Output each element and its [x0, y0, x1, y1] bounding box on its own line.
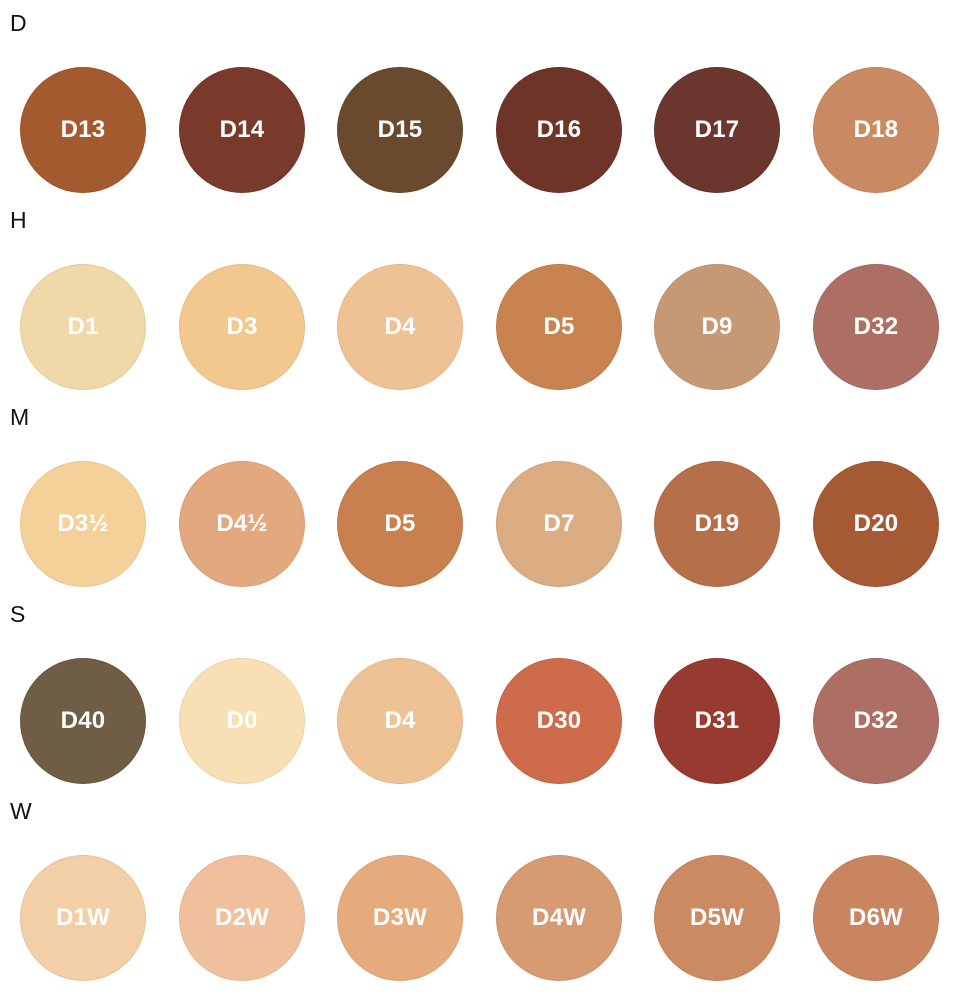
- shade-swatch: D5W: [654, 855, 780, 981]
- shade-code-label: D4: [384, 313, 416, 340]
- shade-code-label: D9: [701, 313, 733, 340]
- shade-swatch: D40: [20, 658, 146, 784]
- shade-code-label: D3W: [373, 904, 427, 931]
- shade-swatch: D16: [496, 67, 622, 193]
- shade-code-label: D14: [219, 116, 265, 143]
- swatch-group: M D3½ D4½ D5 D7 D19 D20: [0, 394, 960, 591]
- shade-swatch: D4: [337, 658, 463, 784]
- shade-swatch: D15: [337, 67, 463, 193]
- shade-swatch: D4½: [179, 461, 305, 587]
- shade-swatch: D1: [20, 264, 146, 390]
- shade-swatch: D6W: [813, 855, 939, 981]
- group-label: W: [10, 798, 32, 824]
- shade-swatch: D31: [654, 658, 780, 784]
- shade-swatch: D7: [496, 461, 622, 587]
- shade-swatch: D3½: [20, 461, 146, 587]
- shade-swatch: D4W: [496, 855, 622, 981]
- group-label: H: [10, 207, 27, 233]
- shade-swatch: D17: [654, 67, 780, 193]
- shade-code-label: D1W: [56, 904, 110, 931]
- shade-swatch: D13: [20, 67, 146, 193]
- group-label: S: [10, 601, 26, 627]
- shade-code-label: D31: [694, 707, 740, 734]
- shade-code-label: D5: [543, 313, 575, 340]
- swatch-group: S D40 D0 D4 D30 D31 D32: [0, 591, 960, 788]
- shade-code-label: D40: [60, 707, 106, 734]
- shade-swatch: D20: [813, 461, 939, 587]
- shade-swatch: D1W: [20, 855, 146, 981]
- shade-swatch: D18: [813, 67, 939, 193]
- shade-swatch: D32: [813, 264, 939, 390]
- shade-swatch: D5: [337, 461, 463, 587]
- shade-code-label: D32: [853, 313, 899, 340]
- shade-code-label: D17: [694, 116, 740, 143]
- shade-code-label: D3: [226, 313, 258, 340]
- shade-code-label: D19: [694, 510, 740, 537]
- shade-code-label: D3½: [57, 510, 109, 537]
- shade-swatch: D2W: [179, 855, 305, 981]
- shade-code-label: D4½: [216, 510, 268, 537]
- shade-code-label: D20: [853, 510, 899, 537]
- shade-code-label: D7: [543, 510, 575, 537]
- shade-code-label: D30: [536, 707, 582, 734]
- shade-code-label: D4: [384, 707, 416, 734]
- shade-swatch: D3W: [337, 855, 463, 981]
- group-label: M: [10, 404, 30, 430]
- shade-swatch: D14: [179, 67, 305, 193]
- shade-code-label: D6W: [849, 904, 903, 931]
- shade-swatch: D5: [496, 264, 622, 390]
- group-label: D: [10, 10, 27, 36]
- shade-code-label: D1: [67, 313, 99, 340]
- shade-swatch: D4: [337, 264, 463, 390]
- shade-code-label: D5W: [690, 904, 744, 931]
- shade-code-label: D15: [377, 116, 423, 143]
- swatch-group: H D1 D3 D4 D5 D9 D32: [0, 197, 960, 394]
- shade-code-label: D0: [226, 707, 258, 734]
- shade-swatch: D3: [179, 264, 305, 390]
- shade-code-label: D5: [384, 510, 416, 537]
- shade-swatch: D0: [179, 658, 305, 784]
- swatch-group: W D1W D2W D3W D4W D5W D6W: [0, 788, 960, 985]
- shade-code-label: D13: [60, 116, 106, 143]
- shade-swatch: D32: [813, 658, 939, 784]
- shade-swatch: D30: [496, 658, 622, 784]
- shade-code-label: D16: [536, 116, 582, 143]
- swatch-group: D D13 D14 D15 D16 D17 D18: [0, 0, 960, 197]
- shade-code-label: D4W: [532, 904, 586, 931]
- shade-swatch: D19: [654, 461, 780, 587]
- shade-swatch: D9: [654, 264, 780, 390]
- shade-code-label: D2W: [215, 904, 269, 931]
- shade-code-label: D32: [853, 707, 899, 734]
- shade-code-label: D18: [853, 116, 899, 143]
